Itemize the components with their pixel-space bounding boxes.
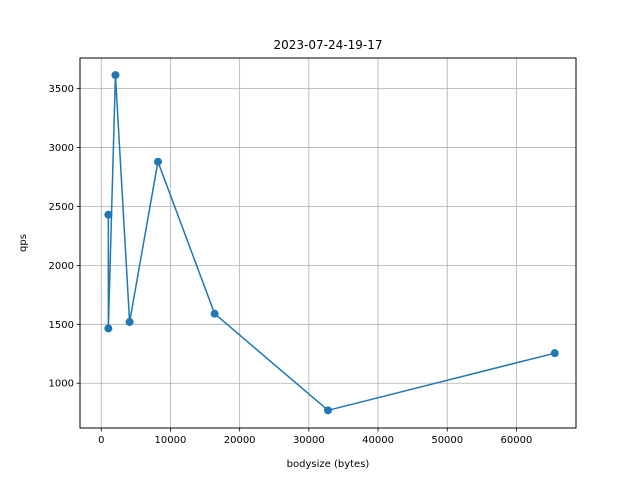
x-tick-label: 30000 bbox=[293, 435, 325, 446]
y-tick-label: 1500 bbox=[49, 320, 74, 331]
data-point bbox=[324, 406, 332, 415]
x-tick-label: 10000 bbox=[155, 435, 187, 446]
series bbox=[104, 71, 559, 415]
y-tick-label: 2500 bbox=[49, 202, 74, 213]
y-tick-label: 3500 bbox=[49, 84, 74, 95]
y-tick-label: 2000 bbox=[49, 261, 74, 272]
y-axis-ticks: 1000 1500 2000 2500 3000 3500 bbox=[49, 84, 80, 390]
y-axis-label: qps bbox=[18, 234, 29, 252]
x-tick-label: 0 bbox=[98, 435, 104, 446]
series-line bbox=[107, 74, 555, 412]
data-point bbox=[111, 71, 120, 80]
y-tick-label: 3000 bbox=[49, 143, 74, 154]
data-point bbox=[125, 317, 134, 326]
x-axis-label: bodysize (bytes) bbox=[287, 459, 370, 470]
x-tick-label: 40000 bbox=[362, 435, 394, 446]
data-point bbox=[153, 157, 162, 166]
x-tick-label: 50000 bbox=[431, 435, 463, 446]
x-tick-label: 60000 bbox=[501, 435, 533, 446]
chart-title: 2023-07-24-19-17 bbox=[274, 38, 383, 52]
grid bbox=[80, 58, 576, 428]
data-point bbox=[550, 349, 559, 358]
data-point bbox=[210, 309, 219, 318]
x-tick-label: 20000 bbox=[224, 435, 256, 446]
data-point bbox=[104, 324, 113, 333]
plot-frame bbox=[79, 57, 577, 429]
data-point bbox=[104, 210, 113, 219]
y-tick-label: 1000 bbox=[49, 379, 74, 390]
x-axis-ticks: 0 10000 20000 30000 40000 50000 60000 bbox=[98, 428, 532, 446]
